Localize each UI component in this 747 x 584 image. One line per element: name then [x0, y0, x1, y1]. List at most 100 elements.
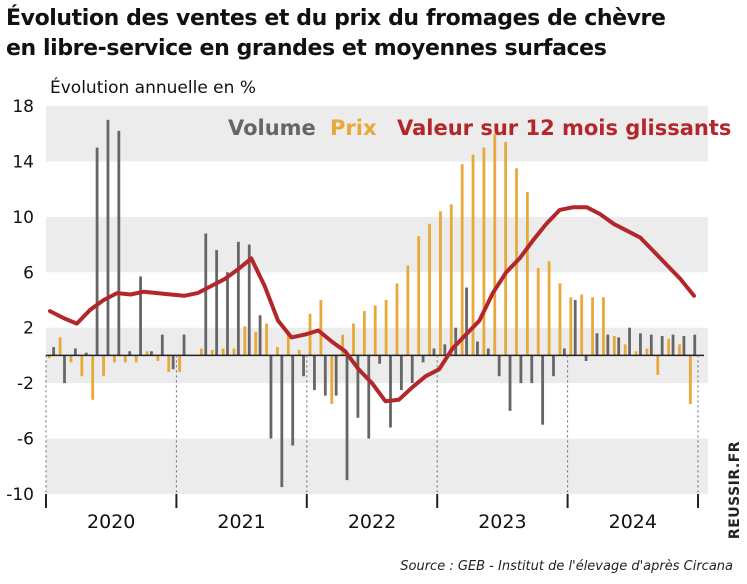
legend-prix: Prix — [330, 116, 377, 140]
volume-bar-43 — [519, 355, 523, 384]
prix-bar-56 — [656, 355, 660, 375]
valeur-line — [48, 205, 696, 404]
volume-bar-47 — [562, 348, 566, 356]
volume-bar-9 — [150, 351, 153, 356]
prix-bar-16 — [221, 348, 225, 356]
year-label-3: 2023 — [478, 511, 526, 533]
volume-bar-59 — [693, 334, 697, 356]
volume-bar-10 — [160, 334, 164, 356]
prix-bar-22 — [286, 334, 290, 356]
volume-bar-44 — [530, 355, 534, 384]
year-label-0: 2020 — [87, 511, 135, 533]
source-note: Source : GEB - Institut de l'élevage d'a… — [400, 559, 733, 574]
year-label-1: 2021 — [217, 511, 265, 533]
title-line-2: en libre-service en grandes et moyennes … — [6, 36, 607, 61]
prix-bar-5 — [102, 355, 105, 377]
volume-bar-25 — [323, 355, 327, 396]
volume-bar-55 — [649, 334, 653, 356]
volume-bar-5 — [106, 119, 110, 356]
legend-valeur: Valeur sur 12 mois glissants — [397, 116, 731, 140]
prix-bar-32 — [395, 283, 399, 356]
volume-bar-29 — [367, 355, 371, 439]
y-tick-6: -6 — [17, 430, 34, 450]
prix-bar-19 — [254, 331, 258, 356]
prix-bar-14 — [199, 348, 203, 356]
year-label-4: 2024 — [609, 511, 657, 533]
volume-bar-53 — [628, 327, 631, 356]
volume-bar-27 — [345, 355, 349, 481]
volume-bar-4 — [95, 147, 99, 356]
volume-bar-1 — [63, 355, 66, 384]
volume-bar-32 — [399, 355, 403, 391]
legend-volume: Volume — [228, 116, 316, 140]
volume-bar-17 — [236, 241, 240, 356]
volume-bar-51 — [606, 334, 610, 356]
volume-bar-45 — [541, 355, 545, 425]
prix-bar-11 — [167, 355, 171, 373]
prix-bar-1 — [58, 337, 62, 356]
y-axis-label: Évolution annuelle en % — [50, 78, 256, 98]
prix-bar-20 — [265, 323, 268, 356]
background-bands — [46, 106, 708, 494]
volume-bar-0 — [52, 347, 56, 356]
volume-bar-42 — [508, 355, 512, 411]
volume-bar-11 — [171, 355, 175, 370]
prix-bar-12 — [178, 355, 182, 373]
watermark-text: REUSSIR.FR — [727, 440, 743, 540]
prix-bar-15 — [210, 349, 214, 356]
volume-bar-35 — [432, 348, 436, 356]
volume-bar-38 — [465, 287, 468, 356]
volume-bars — [52, 119, 697, 488]
prix-bar-31 — [384, 300, 388, 356]
prix-bar-41 — [493, 133, 497, 356]
prix-bar-23 — [297, 349, 301, 356]
prix-bar-30 — [373, 305, 377, 356]
volume-bar-24 — [313, 355, 316, 391]
volume-bar-52 — [617, 337, 621, 356]
y-tick-3: 6 — [23, 263, 34, 283]
y-tick-5: -2 — [17, 374, 34, 394]
volume-bar-2 — [73, 348, 77, 356]
prix-bar-51 — [602, 297, 605, 356]
prix-bar-47 — [558, 283, 562, 356]
volume-bar-30 — [378, 355, 382, 364]
prix-bar-53 — [623, 344, 627, 356]
volume-bar-41 — [497, 355, 501, 377]
y-tick-0: 18 — [12, 97, 34, 117]
y-tick-2: 10 — [12, 208, 34, 228]
prix-bar-36 — [439, 211, 442, 356]
prix-bar-58 — [678, 344, 681, 356]
volume-bar-26 — [334, 355, 338, 396]
volume-bar-33 — [410, 355, 414, 384]
prix-bar-4 — [91, 355, 95, 400]
prix-bar-27 — [341, 334, 345, 356]
prix-bar-18 — [243, 326, 247, 356]
prix-bar-44 — [525, 191, 529, 356]
volume-bar-56 — [660, 336, 664, 356]
prix-bar-55 — [645, 348, 649, 356]
prix-bar-40 — [482, 147, 486, 356]
prix-bar-49 — [580, 294, 584, 356]
prix-bar-54 — [634, 351, 638, 356]
prix-bar-26 — [330, 355, 334, 404]
volume-bar-50 — [595, 333, 599, 356]
volume-bar-46 — [552, 355, 555, 377]
y-tick-1: 14 — [12, 152, 34, 172]
volume-bar-19 — [258, 315, 262, 356]
volume-bar-12 — [182, 334, 186, 356]
band-2 — [46, 216, 708, 273]
volume-bar-21 — [280, 355, 284, 488]
prix-bar-57 — [667, 338, 671, 356]
y-tick-7: -10 — [6, 485, 34, 505]
prix-bar-33 — [406, 265, 410, 356]
prix-bar-34 — [417, 236, 421, 356]
prix-bar-46 — [547, 261, 551, 356]
volume-bar-3 — [84, 352, 88, 356]
band-6 — [46, 438, 708, 494]
volume-bar-18 — [247, 244, 251, 356]
prix-bar-8 — [134, 355, 138, 363]
x-year-labels: 2020 2021 2022 2023 2024 — [87, 511, 657, 533]
prix-bar-45 — [536, 268, 540, 356]
prix-bar-59 — [688, 355, 692, 404]
